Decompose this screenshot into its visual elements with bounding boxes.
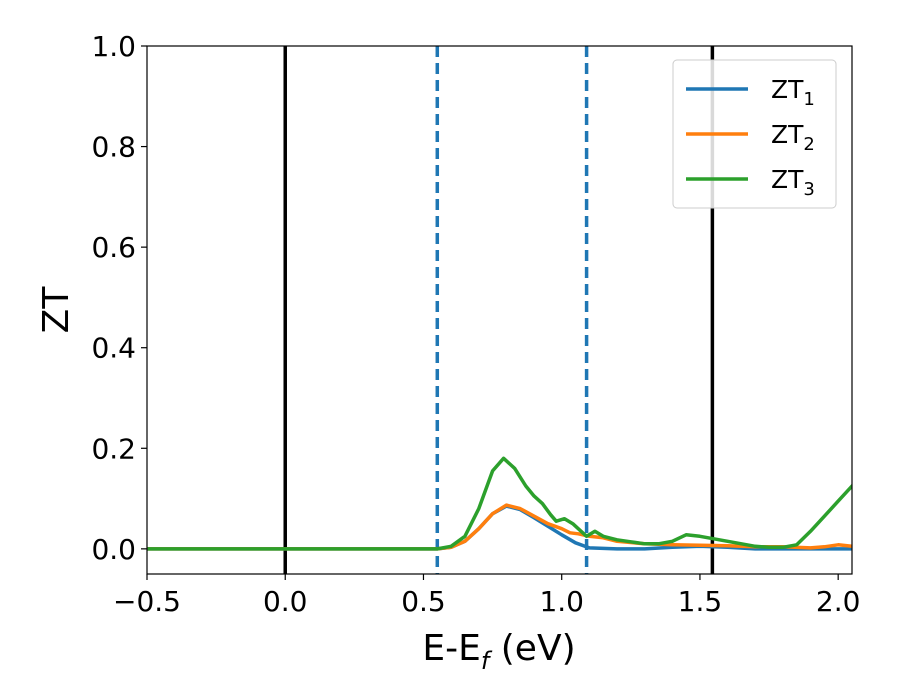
y-tick-label: 0.4: [91, 332, 136, 365]
y-tick-label: 0.2: [91, 432, 136, 465]
legend-label-3: ZT3: [771, 165, 815, 200]
x-tick-label: 1.5: [678, 585, 723, 618]
x-axis-label-main: E-E: [422, 628, 480, 669]
y-tick-label: 0.8: [91, 131, 136, 164]
legend-label-1: ZT1: [771, 75, 815, 110]
x-axis-label-unit: (eV): [489, 628, 575, 669]
y-axis-ticks: 0.0 0.2 0.4 0.6 0.8 1.0: [91, 30, 147, 566]
x-axis-label: E-Ef (eV): [422, 628, 575, 675]
y-tick-label: 0.0: [91, 533, 136, 566]
legend: ZT1 ZT2 ZT3: [672, 59, 837, 209]
series-line-3: [147, 456, 852, 551]
y-tick-label: 1.0: [91, 30, 136, 63]
series-line-1: [147, 504, 852, 551]
x-tick-label: 0.0: [263, 585, 308, 618]
legend-box: [672, 59, 837, 209]
x-axis-ticks: −0.5 0.0 0.5 1.0 1.5 2.0: [113, 574, 860, 618]
y-tick-label: 0.6: [91, 231, 136, 264]
x-tick-label: −0.5: [113, 585, 181, 618]
legend-label-2: ZT2: [771, 120, 815, 155]
x-tick-label: 0.5: [401, 585, 446, 618]
x-tick-label: 2.0: [816, 585, 861, 618]
y-axis-label: ZT: [36, 286, 77, 334]
plot-area-frame: [146, 45, 853, 575]
reference-lines: [283, 46, 715, 574]
x-tick-label: 1.0: [539, 585, 584, 618]
series-lines: [147, 456, 852, 551]
